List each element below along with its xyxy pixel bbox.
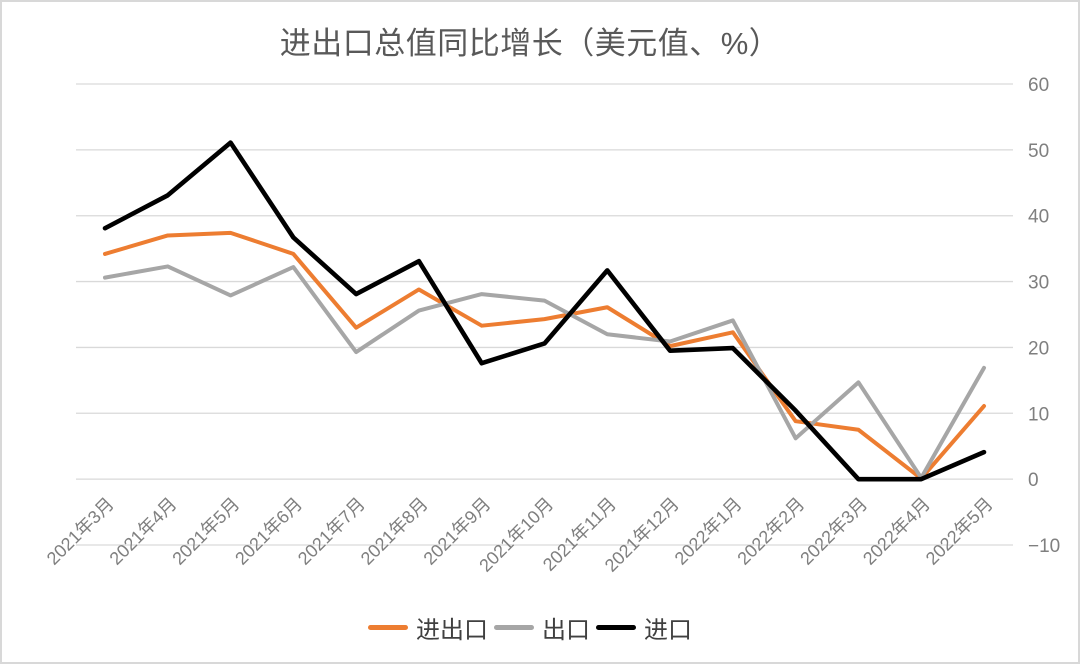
x-axis-tick-label: 2021年5月	[168, 494, 243, 569]
x-axis-tick-label: 2022年2月	[733, 494, 808, 569]
series-line-0	[103, 230, 986, 481]
legend-label-export: 出口	[542, 617, 590, 644]
x-axis-tick-label: 2021年3月	[43, 494, 118, 569]
y-axis-tick-label: 60	[1028, 75, 1049, 96]
x-axis-tick-label: 2021年4月	[106, 494, 181, 569]
legend: 进出口 出口 进口	[2, 610, 1058, 645]
x-axis-tick-label: 2022年3月	[796, 494, 871, 569]
legend-item-export: 出口	[494, 610, 590, 645]
x-axis-tick-label: 2021年6月	[231, 494, 306, 569]
y-axis-tick-label: 30	[1028, 273, 1049, 294]
y-axis-tick-label: 0	[1028, 470, 1039, 491]
legend-swatch-total	[368, 625, 408, 630]
series-line-2	[102, 140, 987, 482]
x-axis-tick-label: 2021年8月	[357, 494, 432, 569]
y-axis-tick-label: 50	[1028, 141, 1049, 162]
y-axis-tick-label: −10	[1028, 536, 1060, 557]
legend-item-total: 进出口	[368, 610, 488, 645]
x-axis-tick-label: 2021年7月	[294, 494, 369, 569]
legend-label-import: 进口	[644, 617, 692, 644]
y-axis-tick-label: 40	[1028, 207, 1049, 228]
x-axis-tick-label: 2022年4月	[859, 494, 934, 569]
legend-label-total: 进出口	[416, 617, 488, 644]
legend-item-import: 进口	[596, 610, 692, 645]
chart-title: 进出口总值同比增长（美元值、%）	[279, 26, 781, 61]
x-axis-tick-label: 2022年1月	[671, 494, 746, 569]
series-line-1	[103, 264, 986, 480]
legend-swatch-export	[494, 625, 534, 630]
y-axis-tick-label: 10	[1028, 404, 1049, 425]
x-axis-tick-label: 2022年5月	[922, 494, 997, 569]
y-axis-tick-label: 20	[1028, 338, 1049, 359]
legend-swatch-import	[596, 625, 636, 630]
